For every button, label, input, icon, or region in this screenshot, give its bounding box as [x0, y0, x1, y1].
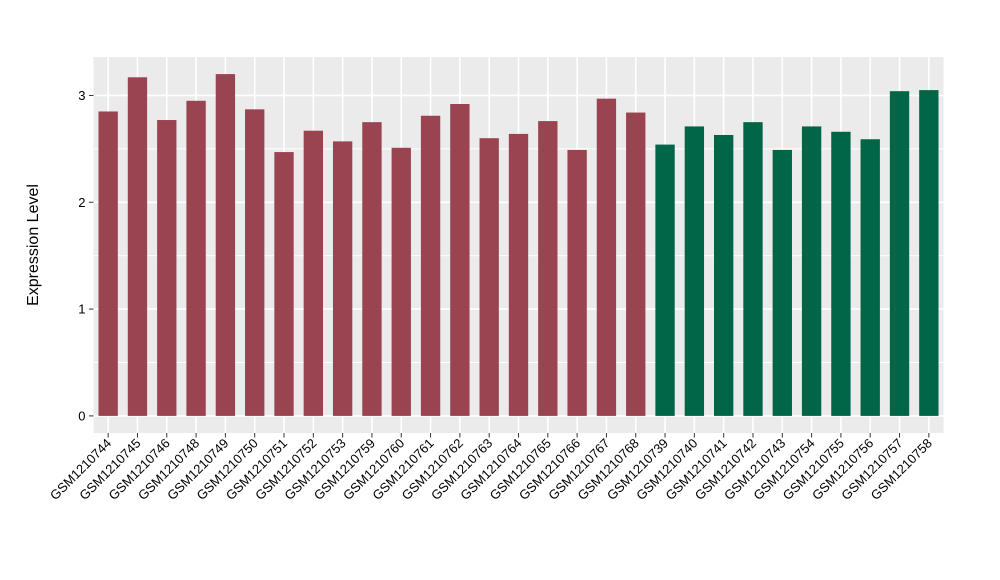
y-tick-label: 3	[78, 88, 85, 103]
bar-GSM1210763	[479, 138, 499, 416]
bar-GSM1210761	[420, 115, 441, 416]
bar-GSM1210749	[215, 74, 236, 416]
bar-GSM1210759	[362, 122, 382, 416]
y-tick-label: 2	[78, 195, 85, 210]
bar-GSM1210765	[538, 121, 558, 416]
bar-GSM1210739	[655, 144, 675, 416]
bar-GSM1210752	[303, 130, 323, 416]
bar-GSM1210755	[831, 131, 851, 416]
bar-GSM1210750	[245, 109, 265, 416]
bar-GSM1210767	[596, 98, 617, 416]
bar-GSM1210744	[98, 111, 118, 416]
y-tick-label: 1	[78, 302, 85, 317]
bar-GSM1210754	[801, 126, 822, 416]
bar-GSM1210751	[274, 152, 294, 416]
bar-GSM1210748	[186, 100, 206, 416]
bar-GSM1210746	[157, 120, 177, 416]
chart-root: 0123GSM1210744GSM1210745GSM1210746GSM121…	[47, 57, 944, 503]
bar-GSM1210768	[626, 112, 646, 416]
bar-GSM1210760	[391, 147, 411, 416]
y-axis-title: Expression Level	[25, 184, 42, 306]
bar-GSM1210758	[919, 90, 939, 416]
bar-GSM1210743	[772, 149, 792, 416]
bar-GSM1210766	[567, 149, 587, 416]
bar-GSM1210757	[889, 91, 910, 416]
y-tick-label: 0	[78, 408, 85, 423]
bar-GSM1210742	[743, 122, 763, 416]
bar-GSM1210764	[508, 133, 529, 416]
bar-GSM1210740	[684, 126, 705, 416]
bar-GSM1210753	[332, 141, 353, 416]
bar-GSM1210745	[127, 77, 148, 416]
bar-GSM1210741	[714, 134, 734, 416]
bar-GSM1210756	[860, 139, 880, 416]
bar-GSM1210762	[450, 104, 470, 416]
